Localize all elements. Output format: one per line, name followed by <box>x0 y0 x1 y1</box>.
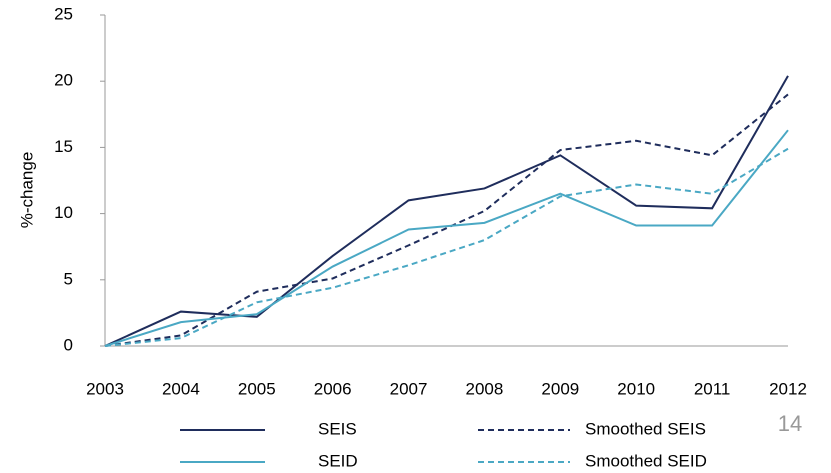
y-tick-label: 0 <box>64 335 73 354</box>
series-line <box>104 147 789 347</box>
legend-label: SEID <box>318 451 358 470</box>
series-line <box>104 93 789 347</box>
x-tick-label: 2006 <box>314 379 352 398</box>
x-tick-label: 2005 <box>238 379 276 398</box>
y-tick-label: 10 <box>54 203 73 222</box>
series-line <box>104 75 789 347</box>
series-line <box>104 129 789 347</box>
y-tick-label: 20 <box>54 71 73 90</box>
y-tick-label: 25 <box>54 4 73 23</box>
y-tick-label: 15 <box>54 137 73 156</box>
x-tick-label: 2004 <box>162 379 200 398</box>
page-number: 14 <box>778 411 802 436</box>
x-tick-label: 2009 <box>541 379 579 398</box>
x-tick-label: 2011 <box>694 379 731 398</box>
legend-label: Smoothed SEID <box>585 451 707 470</box>
x-tick-label: 2003 <box>86 379 124 398</box>
legend-label: Smoothed SEIS <box>585 419 706 438</box>
x-tick-label: 2008 <box>466 379 504 398</box>
x-tick-label: 2010 <box>617 379 655 398</box>
x-tick-label: 2012 <box>769 379 807 398</box>
x-tick-label: 2007 <box>390 379 428 398</box>
legend-label: SEIS <box>318 419 357 438</box>
y-axis-label: %-change <box>17 152 36 229</box>
y-tick-label: 5 <box>64 269 73 288</box>
